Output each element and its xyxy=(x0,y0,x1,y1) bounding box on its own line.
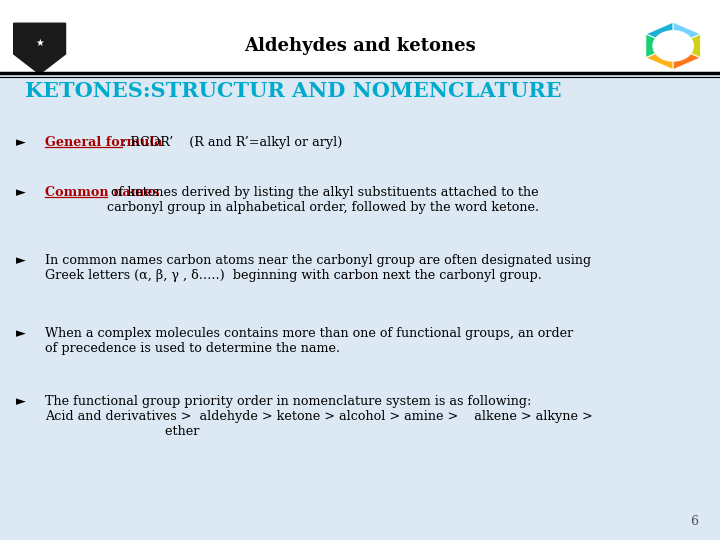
Polygon shape xyxy=(646,22,673,46)
Text: The functional group priority order in nomenclature system is as following:
Acid: The functional group priority order in n… xyxy=(45,395,593,438)
Text: Common names: Common names xyxy=(45,186,159,199)
Text: ►: ► xyxy=(16,254,26,267)
Text: ►: ► xyxy=(16,136,26,149)
Text: : RCOR’    (R and R’=alkyl or aryl): : RCOR’ (R and R’=alkyl or aryl) xyxy=(122,136,343,149)
Text: 6: 6 xyxy=(690,515,698,528)
Text: When a complex molecules contains more than one of functional groups, an order
o: When a complex molecules contains more t… xyxy=(45,327,573,355)
Text: of ketones derived by listing the alkyl substituents attached to the
carbonyl gr: of ketones derived by listing the alkyl … xyxy=(107,186,539,214)
Text: KETONES:STRUCTUR AND NOMENCLATURE: KETONES:STRUCTUR AND NOMENCLATURE xyxy=(25,80,562,101)
Text: In common names carbon atoms near the carbonyl group are often designated using
: In common names carbon atoms near the ca… xyxy=(45,254,591,282)
Text: ►: ► xyxy=(16,186,26,199)
Polygon shape xyxy=(646,34,673,58)
Text: Aldehydes and ketones: Aldehydes and ketones xyxy=(244,37,476,55)
Circle shape xyxy=(653,31,693,61)
FancyBboxPatch shape xyxy=(0,0,720,73)
Text: ►: ► xyxy=(16,395,26,408)
Polygon shape xyxy=(14,23,66,74)
Text: General formula: General formula xyxy=(45,136,162,149)
Text: ►: ► xyxy=(16,327,26,340)
Polygon shape xyxy=(673,46,701,70)
Polygon shape xyxy=(646,46,673,70)
Text: ★: ★ xyxy=(35,38,44,48)
Polygon shape xyxy=(673,22,701,46)
Polygon shape xyxy=(673,34,701,58)
